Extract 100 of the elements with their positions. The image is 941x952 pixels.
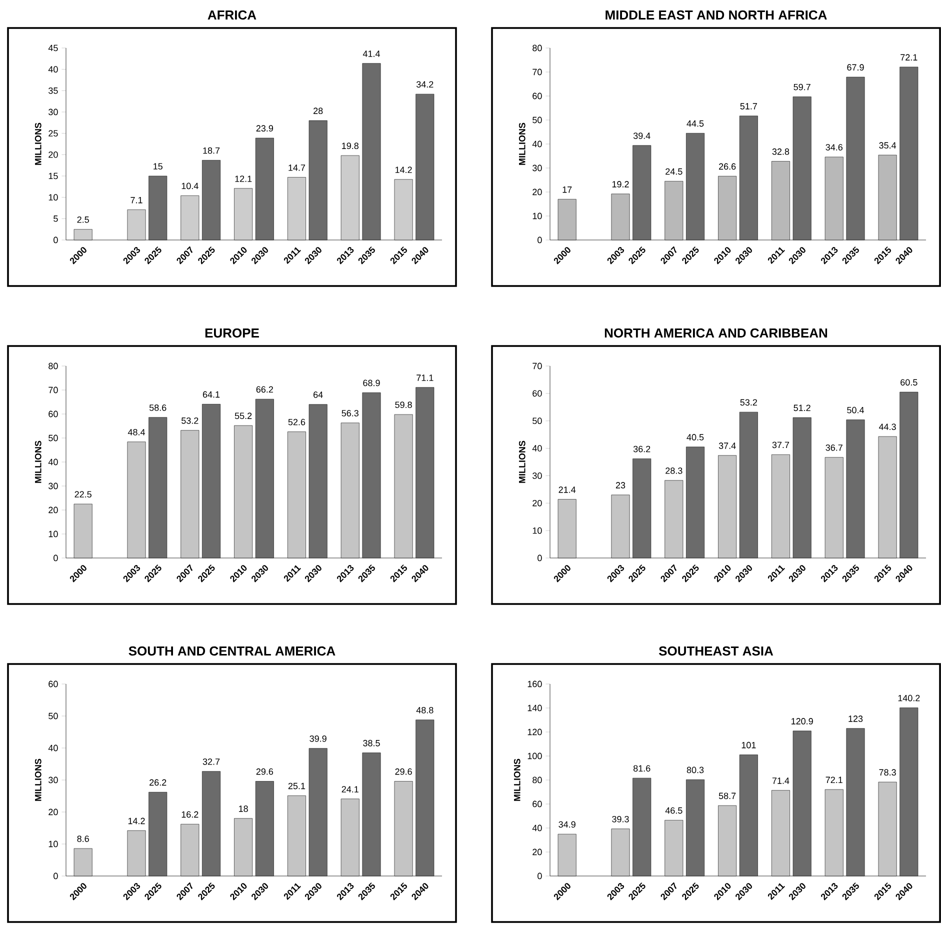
data-label: 36.2 [633, 446, 650, 452]
data-label: 23.9 [256, 125, 274, 132]
data-label: 67.9 [847, 64, 864, 71]
y-tick-label: 140 [528, 704, 542, 712]
data-label: 19.2 [612, 181, 629, 188]
y-tick-label: 40 [532, 140, 542, 148]
data-label: 28.3 [666, 468, 682, 474]
data-label: 58.6 [149, 404, 166, 411]
data-label: 37.7 [772, 442, 790, 448]
chart-title: EUROPE [205, 328, 259, 338]
y-tick-label: 0 [538, 236, 542, 244]
data-label: 32.7 [202, 758, 220, 765]
data-label: 50.4 [847, 406, 864, 414]
y-tick-label: 60 [532, 92, 542, 100]
data-label: 46.5 [665, 807, 682, 814]
data-label: 55.2 [234, 412, 252, 420]
y-tick-label: 80 [532, 776, 542, 784]
data-label: 78.3 [879, 769, 896, 776]
data-label: 32.8 [772, 148, 790, 155]
y-tick-label: 20 [48, 506, 58, 514]
data-label: 14.2 [395, 166, 412, 173]
data-label: 51.2 [794, 404, 810, 412]
data-label: 16.2 [182, 811, 198, 818]
chart-title: MIDDLE EAST AND NORTH AFRICA [606, 10, 827, 20]
chart-title: SOUTHEAST ASIA [658, 646, 774, 656]
data-label: 101 [742, 742, 756, 748]
y-tick-label: 20 [532, 500, 542, 506]
data-label: 52.6 [288, 418, 306, 426]
data-label: 41.4 [362, 50, 380, 57]
y-tick-label: 80 [532, 44, 542, 52]
y-tick-label: 35 [48, 87, 58, 94]
y-tick-label: 0 [538, 872, 542, 880]
data-label: 39.4 [633, 132, 650, 139]
y-tick-label: 10 [532, 527, 542, 534]
y-tick-label: 0 [538, 554, 542, 562]
data-label: 34.9 [558, 821, 576, 828]
y-tick-label: 40 [48, 66, 58, 73]
data-label: 8.6 [77, 836, 89, 842]
data-label: 26.2 [150, 779, 166, 786]
y-tick-label: 5 [54, 216, 58, 222]
data-label: 19.8 [342, 142, 358, 150]
y-tick-label: 60 [532, 800, 542, 808]
data-label: 7.1 [130, 197, 142, 204]
data-label: 18.7 [203, 147, 220, 154]
y-tick-label: 30 [48, 108, 58, 116]
y-tick-label: 45 [48, 44, 58, 52]
y-tick-label: 10 [48, 840, 58, 848]
y-tick-label: 30 [532, 472, 542, 479]
data-label: 64.1 [202, 391, 220, 398]
data-label: 22.5 [74, 491, 92, 498]
chart-title: NORTH AMERICA AND CARIBBEAN [604, 328, 828, 338]
y-axis-title: MILLIONS [34, 758, 42, 801]
data-label: 25.1 [288, 782, 306, 790]
y-axis-title: MILLIONS [514, 758, 520, 801]
chart-title: AFRICA [208, 10, 256, 20]
data-label: 35.4 [879, 142, 896, 149]
chart-title: SOUTH AND CENTRAL AMERICA [128, 646, 336, 656]
y-tick-label: 10 [48, 530, 58, 538]
data-label: 24.5 [666, 168, 682, 175]
data-label: 17 [562, 186, 572, 193]
data-label: 53.2 [740, 399, 757, 406]
y-tick-label: 40 [48, 458, 58, 466]
data-label: 14.2 [128, 818, 145, 824]
y-tick-label: 30 [532, 164, 542, 172]
y-tick-label: 20 [532, 848, 542, 856]
y-tick-label: 60 [48, 410, 58, 418]
data-label: 34.6 [826, 144, 842, 150]
data-label: 60.5 [900, 379, 918, 386]
y-tick-label: 50 [532, 116, 542, 124]
y-tick-label: 20 [532, 188, 542, 196]
data-label: 10.4 [182, 182, 198, 190]
y-axis-title: MILLIONS [518, 440, 526, 483]
data-label: 48.8 [416, 706, 434, 714]
y-tick-label: 60 [48, 680, 58, 688]
data-label: 59.8 [395, 402, 412, 408]
y-tick-label: 10 [48, 194, 58, 201]
y-tick-label: 50 [48, 712, 58, 720]
y-tick-label: 10 [532, 212, 542, 220]
data-label: 72.1 [900, 54, 918, 60]
data-label: 71.1 [416, 374, 434, 381]
data-label: 12.1 [235, 176, 252, 182]
y-tick-label: 30 [48, 482, 58, 490]
data-label: 66.2 [256, 386, 273, 393]
data-label: 28 [314, 108, 323, 114]
data-label: 80.3 [686, 766, 704, 774]
data-label: 81.6 [634, 765, 650, 772]
data-label: 71.4 [772, 778, 790, 784]
data-label: 38.5 [363, 740, 380, 746]
data-label: 120.9 [792, 718, 813, 724]
data-label: 24.1 [342, 786, 358, 792]
data-label: 21.4 [558, 486, 576, 493]
data-label: 40.5 [686, 434, 704, 440]
data-label: 39.3 [612, 816, 629, 822]
data-label: 44.5 [686, 120, 704, 127]
data-label: 48.4 [128, 428, 145, 436]
data-label: 123 [848, 716, 863, 722]
y-tick-label: 70 [532, 362, 542, 370]
data-label: 26.6 [719, 163, 736, 170]
data-label: 59.7 [794, 84, 810, 90]
data-label: 2.5 [77, 216, 89, 223]
